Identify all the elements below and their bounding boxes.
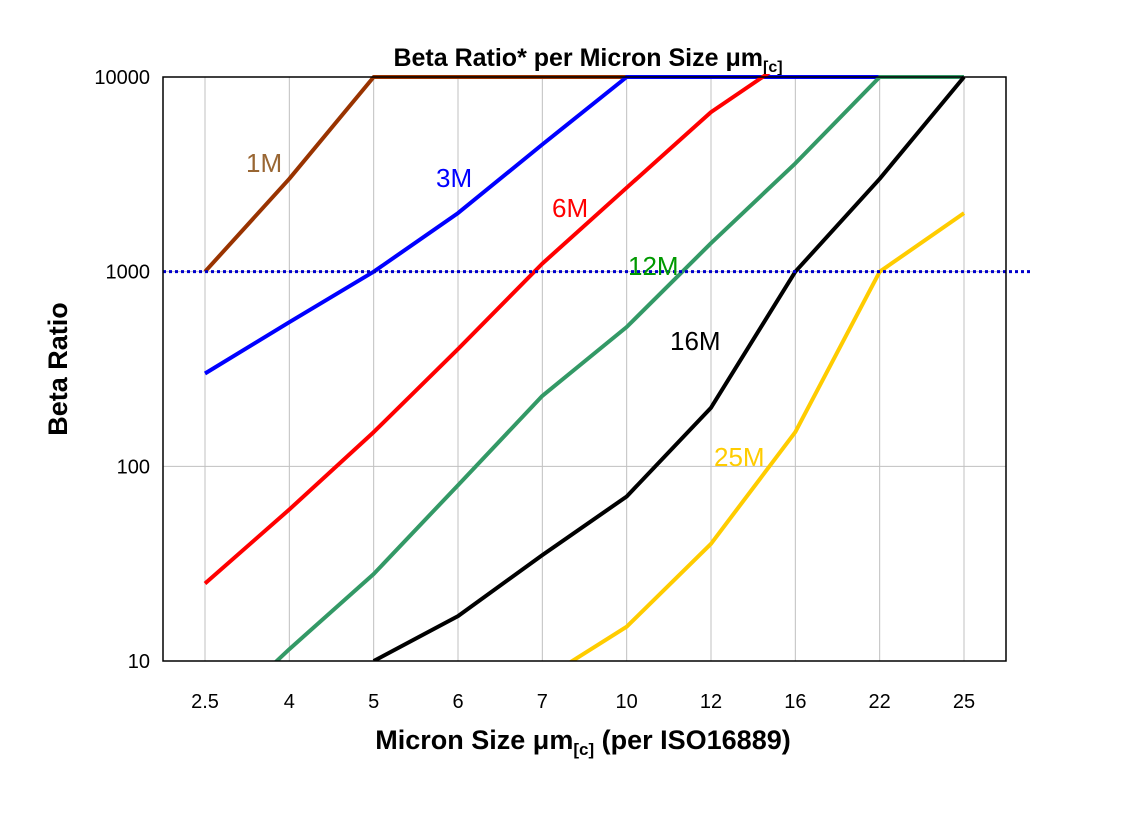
x-tick-label: 22 (869, 691, 891, 713)
y-tick-label: 100 (117, 456, 150, 478)
x-tick-labels: 2.5 4 5 6 7 10 12 16 22 25 (191, 691, 975, 713)
x-tick-label: 7 (537, 691, 548, 713)
plot-border (162, 76, 1007, 662)
x-axis-label-subscript: [c] (573, 740, 594, 759)
x-tick-label: 5 (368, 691, 379, 713)
x-tick-label: 25 (953, 691, 975, 713)
series-labels: 1M 3M 6M 12M 16M 25M (246, 148, 765, 472)
series-line-6M (203, 74, 771, 586)
x-tick-label: 4 (284, 691, 295, 713)
y-tick-labels: 10 100 1000 10000 (94, 67, 150, 673)
x-tick-label: 6 (452, 691, 463, 713)
series-line-16M (372, 75, 966, 661)
series-label-12M: 12M (628, 251, 679, 281)
series-label-6M: 6M (552, 193, 588, 223)
x-tick-label: 12 (700, 691, 722, 713)
y-tick-label: 1000 (106, 262, 151, 284)
chart-title: Beta Ratio* per Micron Size μm[c] (393, 44, 782, 76)
x-tick-label: 2.5 (191, 691, 219, 713)
series-label-1M: 1M (246, 148, 282, 178)
x-tick-label: 16 (784, 691, 806, 713)
plot-area (163, 77, 1006, 661)
series-label-25M: 25M (714, 442, 765, 472)
y-tick-label: 10000 (94, 67, 150, 89)
series-line-12M (273, 75, 964, 661)
series-label-3M: 3M (436, 163, 472, 193)
series-line-25M (568, 211, 966, 661)
y-tick-label: 10 (128, 651, 150, 673)
x-tick-label: 10 (616, 691, 638, 713)
chart-title-subscript: [c] (763, 59, 783, 76)
x-axis-label: Micron Size μm[c] (per ISO16889) (375, 725, 790, 759)
series-label-16M: 16M (670, 326, 721, 356)
y-axis-label: Beta Ratio (43, 302, 73, 436)
